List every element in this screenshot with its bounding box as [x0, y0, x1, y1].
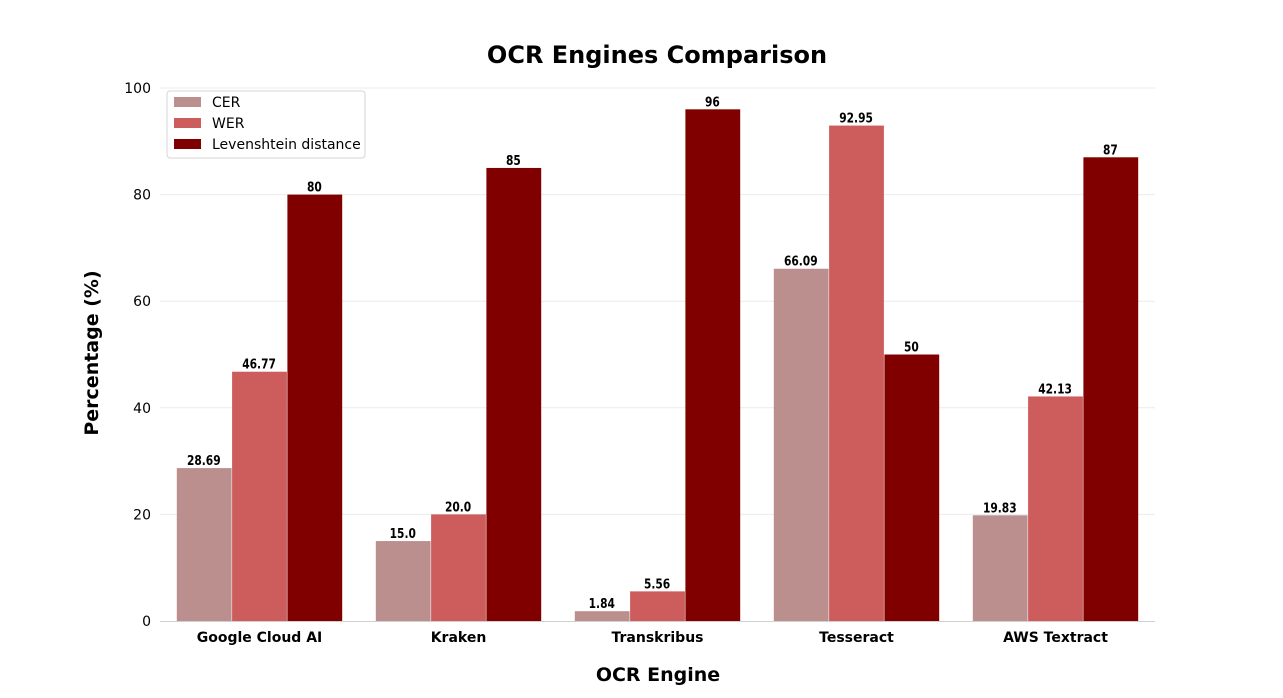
- legend-label: WER: [212, 116, 245, 132]
- bar-wer: [232, 371, 287, 621]
- y-tick-label: 20: [133, 507, 151, 523]
- bar-wer: [630, 591, 685, 621]
- legend: CER WER Levenshtein distance: [166, 90, 366, 159]
- data-label: 50: [904, 339, 919, 354]
- legend-swatch: [174, 97, 201, 107]
- bar-wer: [1028, 396, 1083, 621]
- legend-label: Levenshtein distance: [212, 137, 361, 153]
- bar-levenshtein-distance: [685, 109, 741, 621]
- data-label: 46.77: [242, 357, 276, 372]
- data-label: 15.0: [390, 526, 416, 541]
- bar-wer: [829, 125, 884, 621]
- x-tick-label: Tesseract: [819, 630, 894, 646]
- data-label: 19.83: [983, 500, 1017, 515]
- y-tick-label: 60: [133, 294, 151, 310]
- x-tick-label: Kraken: [431, 630, 487, 646]
- y-tick-label: 100: [124, 81, 151, 97]
- bar-cer: [574, 611, 630, 621]
- bar-cer: [375, 541, 431, 621]
- x-axis-title: OCR Engine: [596, 664, 720, 686]
- x-tick-label: Google Cloud AI: [197, 630, 323, 646]
- x-tick-label: Transkribus: [612, 630, 704, 646]
- bar-levenshtein-distance: [884, 354, 940, 621]
- legend-box: [166, 90, 366, 159]
- chart-title: OCR Engines Comparison: [487, 41, 827, 69]
- x-tick-label: AWS Textract: [1003, 630, 1108, 646]
- data-label: 85: [506, 153, 521, 168]
- bar-cer: [773, 268, 829, 621]
- legend-swatch: [174, 118, 201, 128]
- legend-swatch: [174, 139, 201, 149]
- bar-wer: [431, 514, 486, 621]
- axes: 0 20 40 60 80 100 Google Cloud AI Kraken Transkr…: [124, 81, 1155, 646]
- bar-levenshtein-distance: [1083, 157, 1139, 622]
- bars: [176, 109, 1139, 622]
- data-label: 1.84: [589, 596, 615, 611]
- data-label: 80: [307, 180, 322, 195]
- y-axis-title: Percentage (%): [81, 270, 103, 435]
- data-label: 92.95: [839, 111, 873, 126]
- data-label: 42.13: [1038, 381, 1072, 396]
- y-tick-label: 40: [133, 401, 151, 417]
- legend-label: CER: [212, 95, 241, 111]
- y-tick-label: 0: [142, 614, 151, 630]
- data-label: 20.0: [445, 499, 471, 514]
- bar-levenshtein-distance: [287, 194, 343, 621]
- data-label: 96: [705, 94, 720, 109]
- y-tick-label: 80: [133, 188, 151, 204]
- bar-cer: [176, 468, 232, 621]
- data-label: 5.56: [644, 576, 670, 591]
- bar-cer: [972, 515, 1028, 621]
- bar-levenshtein-distance: [486, 167, 542, 621]
- data-label: 87: [1103, 142, 1118, 157]
- data-label: 66.09: [784, 254, 818, 269]
- data-labels: 28.69 46.77 80 15.0 20.0 85 1.84 5.56 96 66.09 92.…: [187, 94, 1118, 611]
- data-label: 28.69: [187, 453, 221, 468]
